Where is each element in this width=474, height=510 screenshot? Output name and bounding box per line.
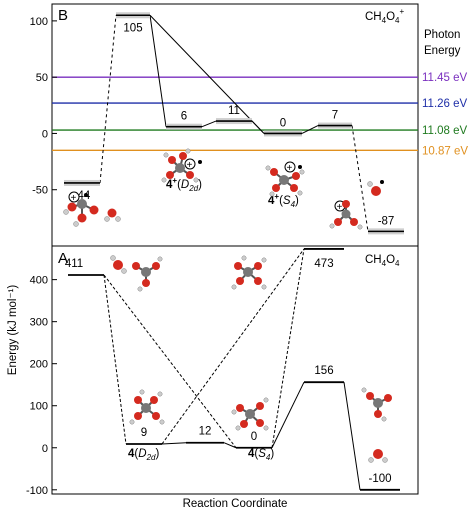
panel-b-path-segment <box>351 125 369 232</box>
x-axis-label: Reaction Coordinate <box>183 498 288 510</box>
svg-text:+: + <box>187 160 193 171</box>
panel-b-path-segment <box>99 15 117 184</box>
photon-energy-label: 10.87 eV <box>422 145 468 157</box>
photon-energy-label: 11.26 eV <box>422 98 468 110</box>
panel-b-level-label: -87 <box>378 215 395 227</box>
panel-b-level-label: 11 <box>228 105 240 117</box>
structure-label-4plus-d2d: 4+(D2d) <box>166 176 202 193</box>
molecule-group-panel-a-top-mid <box>231 255 267 290</box>
structure-label-4-s4: 4(S4) <box>248 448 274 462</box>
panel-b-ytick-label: -50 <box>32 185 48 197</box>
panel-b-level-label: 0 <box>280 117 286 129</box>
panel-a-path-segment <box>161 248 305 445</box>
panel-a-level-label: 9 <box>141 427 147 439</box>
panel-a-ytick-label: 300 <box>30 317 48 329</box>
photon-energy-title-line1: Photon <box>424 29 460 41</box>
y-axis-label: Energy (kJ mol⁻¹) <box>7 285 19 376</box>
molecule-group-panel-b-d2d: + <box>161 148 202 183</box>
panel-a-path-segment <box>271 381 305 448</box>
panel-a-level-label: 473 <box>314 258 333 270</box>
panel-b-ytick-label: 50 <box>36 72 48 84</box>
panel-a-letter: A <box>58 250 68 267</box>
molecule-group-panel-a-right <box>361 387 392 463</box>
panel-a-path-segment <box>343 382 361 490</box>
panel-b-level-label: 7 <box>332 110 338 122</box>
structure-label-4-d2d: 4(D2d) <box>128 448 159 462</box>
panel-b-letter: B <box>58 7 68 24</box>
panel-a-ytick-label: 0 <box>42 443 48 455</box>
panel-a-ytick-label: -100 <box>26 485 48 497</box>
panel-a-ytick-label: 100 <box>30 401 48 413</box>
photon-energy-title-line2: Energy <box>424 45 461 57</box>
panel-a-level-label: 12 <box>199 426 212 438</box>
panel-a-frame <box>51 245 419 495</box>
panel-b-path-segment <box>301 125 319 134</box>
structure-label-4plus-s4: 4+(S4) <box>268 192 299 209</box>
panel-a-path-segment <box>103 274 127 445</box>
molecule-group-panel-b-right <box>367 180 384 196</box>
panel-b-path-segment <box>251 120 265 134</box>
svg-text:+: + <box>337 202 343 213</box>
panel-a-path-segment <box>103 274 237 449</box>
panel-b-level-label: 105 <box>123 22 142 34</box>
photon-energy-label: 11.45 eV <box>422 72 468 84</box>
panel-b-path-segment <box>149 14 265 134</box>
panel-a-level-label: -100 <box>368 473 391 485</box>
molecule-group-panel-a-s4 <box>231 397 269 431</box>
molecule-group-panel-b-s4: + + <box>265 161 363 230</box>
photon-energy-label: 11.08 eV <box>422 125 468 137</box>
panel-a-ytick-label: 200 <box>30 359 48 371</box>
panel-b-species-label: CH4O4+ <box>365 7 404 25</box>
panel-b-frame <box>51 3 419 247</box>
panel-b-ytick-label: 0 <box>42 128 48 140</box>
panel-a-ytick-label: 400 <box>30 275 48 287</box>
panel-a-level-label: 411 <box>65 258 83 270</box>
molecule-group-panel-a-d2d <box>129 389 165 425</box>
panel-a-level-label: 156 <box>314 365 333 377</box>
molecule-group-panel-b-left: + <box>63 191 121 227</box>
panel-a-path-segment <box>271 248 305 448</box>
panel-a-path-segment <box>161 442 187 445</box>
svg-text:+: + <box>287 163 293 174</box>
svg-text:+: + <box>71 193 77 204</box>
panel-b-level-label: 6 <box>181 111 187 123</box>
panel-a-path-segment <box>223 442 237 449</box>
molecule-group-panel-a-top-left <box>110 255 163 292</box>
panel-a-species-label: CH4O4 <box>365 254 400 268</box>
panel-b-path-segment <box>201 120 217 128</box>
panel-b-ytick-label: 100 <box>30 16 48 28</box>
panel-b-path-segment <box>149 15 167 127</box>
panel-a-level-label: 0 <box>251 431 257 443</box>
